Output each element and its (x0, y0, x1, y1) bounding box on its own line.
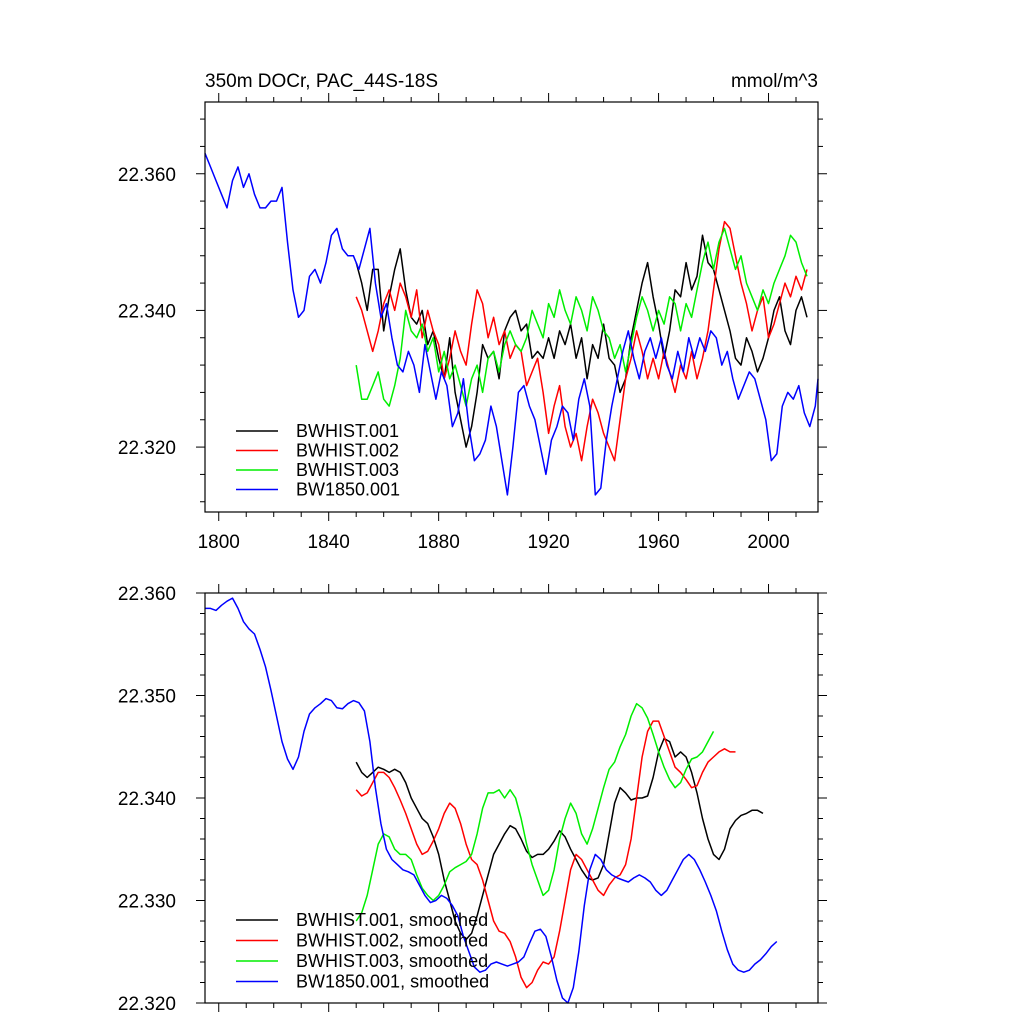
legend-label: BW1850.001 (296, 480, 400, 500)
x-tick-label: 1920 (527, 532, 569, 553)
series-line-bw1850-001 (204, 153, 819, 496)
y-tick-label: 22.320 (118, 438, 176, 459)
x-tick-label: 2000 (747, 532, 789, 553)
legend-label: BWHIST.002 (296, 441, 399, 461)
x-tick-label: 1800 (198, 532, 240, 553)
series-line-bwhist-003 (355, 227, 808, 407)
x-tick-label: 1880 (418, 532, 460, 553)
series-line-bwhist-002-smoothed (355, 720, 736, 989)
top-chart-panel: 350m DOCr, PAC_44S-18S mmol/m^3 1800 1840… (118, 71, 827, 553)
legend-label: BWHIST.003, smoothed (296, 951, 488, 971)
y-tick-label: 22.340 (118, 301, 176, 322)
legend-label: BWHIST.001 (296, 421, 399, 441)
chart-title: 350m DOCr, PAC_44S-18S (205, 71, 438, 92)
y-tick-label: 22.340 (118, 789, 176, 810)
series-line-bwhist-003-smoothed (355, 702, 715, 922)
series-line-bwhist-001 (355, 234, 808, 448)
y-tick-label: 22.330 (118, 892, 176, 913)
x-tick-label: 1840 (308, 532, 350, 553)
bottom-chart-panel: 22.320 22.330 22.340 22.350 22.360 BWHIST.001… (118, 584, 827, 1015)
legend-label: BW1850.001, smoothed (296, 972, 489, 992)
y-tick-label: 22.350 (118, 687, 176, 708)
y-tick-label: 22.320 (118, 994, 176, 1015)
legend-label: BWHIST.003 (296, 460, 399, 480)
legend-label: BWHIST.002, smoothed (296, 931, 488, 951)
x-tick-label: 1960 (637, 532, 679, 553)
plot-frame (204, 101, 819, 513)
series-line-bw1850-001-smoothed (205, 597, 778, 1004)
series-line-bwhist-002 (355, 220, 808, 462)
chart-units: mmol/m^3 (731, 71, 818, 92)
legend-label: BWHIST.001, smoothed (296, 910, 488, 930)
y-tick-label: 22.360 (118, 165, 176, 186)
y-tick-label: 22.360 (118, 584, 176, 605)
